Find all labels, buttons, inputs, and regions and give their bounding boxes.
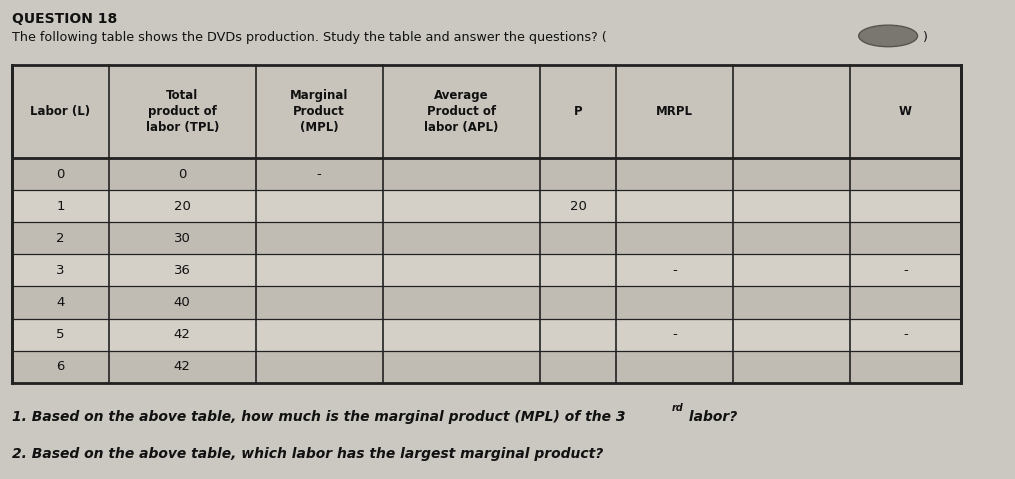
- Text: 0: 0: [178, 168, 187, 181]
- Text: Marginal
Product
(MPL): Marginal Product (MPL): [290, 89, 348, 134]
- Text: 30: 30: [174, 232, 191, 245]
- Text: -: -: [672, 264, 677, 277]
- Ellipse shape: [859, 25, 918, 46]
- Text: rd: rd: [672, 403, 683, 413]
- Text: 2. Based on the above table, which labor has the largest marginal product?: 2. Based on the above table, which labor…: [12, 447, 604, 461]
- Bar: [12, 351, 961, 383]
- Text: 20: 20: [569, 200, 587, 213]
- Text: 40: 40: [174, 296, 191, 309]
- Text: W: W: [899, 105, 911, 118]
- Text: P: P: [573, 105, 583, 118]
- Text: labor?: labor?: [684, 410, 737, 424]
- Text: 42: 42: [174, 360, 191, 373]
- Text: 3: 3: [56, 264, 65, 277]
- Text: -: -: [317, 168, 322, 181]
- Text: 6: 6: [56, 360, 65, 373]
- Text: 42: 42: [174, 328, 191, 341]
- Text: 4: 4: [56, 296, 65, 309]
- Text: The following table shows the DVDs production. Study the table and answer the qu: The following table shows the DVDs produ…: [12, 31, 607, 44]
- Bar: [12, 319, 961, 351]
- Text: -: -: [672, 328, 677, 341]
- Text: -: -: [903, 328, 907, 341]
- Text: -: -: [903, 264, 907, 277]
- Text: 5: 5: [56, 328, 65, 341]
- Bar: [12, 158, 961, 190]
- Text: MRPL: MRPL: [656, 105, 693, 118]
- Text: 36: 36: [174, 264, 191, 277]
- Text: Labor (L): Labor (L): [30, 105, 90, 118]
- Bar: [12, 190, 961, 222]
- Text: Total
product of
labor (TPL): Total product of labor (TPL): [145, 89, 219, 134]
- Text: ): ): [922, 31, 927, 44]
- Bar: [12, 254, 961, 286]
- Bar: [12, 286, 961, 319]
- Text: 1: 1: [56, 200, 65, 213]
- Text: 2: 2: [56, 232, 65, 245]
- Text: 1. Based on the above table, how much is the marginal product (MPL) of the 3: 1. Based on the above table, how much is…: [12, 410, 625, 424]
- Text: Average
Product of
labor (APL): Average Product of labor (APL): [424, 89, 498, 134]
- Text: 0: 0: [56, 168, 65, 181]
- Text: QUESTION 18: QUESTION 18: [12, 12, 118, 26]
- Text: 20: 20: [174, 200, 191, 213]
- Bar: [12, 222, 961, 254]
